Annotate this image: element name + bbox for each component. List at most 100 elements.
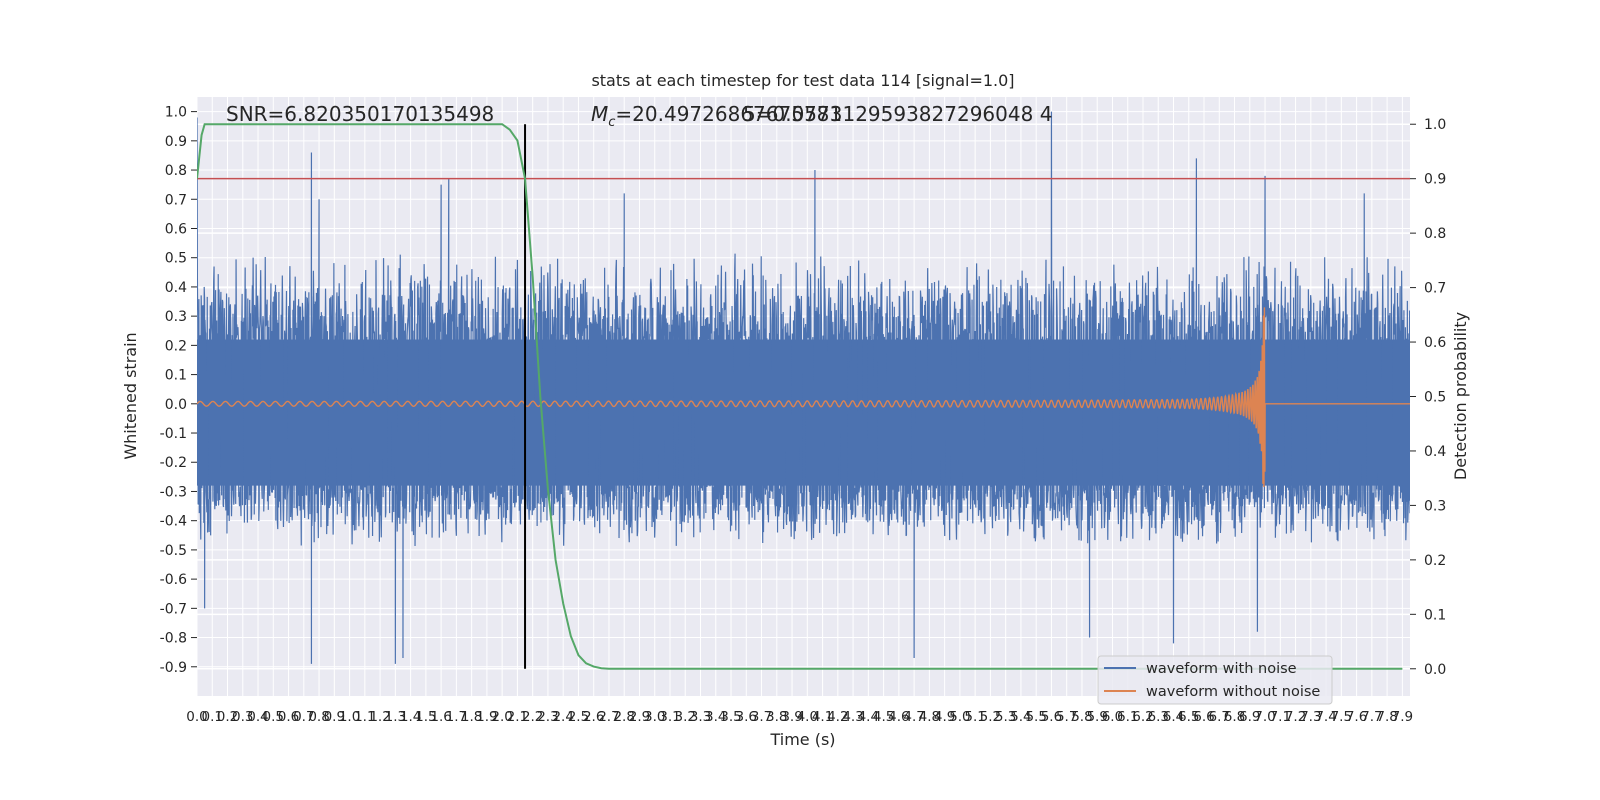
x-tick-label: 1.7 [446,709,467,725]
y-left-tick-label: 0.3 [165,309,187,325]
x-tick-label: 1.9 [476,709,497,725]
legend: waveform with noise waveform without noi… [1097,655,1333,705]
x-tick-label: 6.4 [1163,709,1184,725]
probability-line [197,123,1403,670]
y-left-tick-label: 0.9 [165,134,187,150]
x-tick-label: 3.0 [644,709,665,725]
x-tick-label: 0.5 [263,709,284,725]
x-tick-label: 3.5 [720,709,741,725]
y-left-tick-label: -0.8 [160,631,187,647]
x-tick-label: 5.7 [1056,709,1077,725]
x-tick-label: 7.6 [1346,709,1367,725]
y-right-tick-label: 0.8 [1424,226,1446,242]
y-axis-label-right: Detection probability [1451,312,1470,480]
x-tick-label: 0.1 [202,709,223,725]
x-tick-label: 4.6 [888,709,909,725]
x-tick-label: 2.7 [598,709,619,725]
chirp-mass-symbol: M [591,102,608,126]
x-tick-label: 5.8 [1071,709,1092,725]
x-tick-label: 5.9 [1086,709,1107,725]
y-right-tick-label: 0.0 [1424,662,1446,678]
y-right-tick-label: 0.4 [1424,444,1446,460]
x-tick-label: 0.6 [278,709,299,725]
x-tick-label: 5.4 [1010,709,1031,725]
series-waveform-without-noise [197,307,1410,488]
y-right-axis-ticks: 1.0 0.9 0.8 0.7 0.6 0.5 0.4 0.3 0.2 0.1 0.0 [1410,117,1446,678]
y-right-tick-label: 0.3 [1424,498,1446,514]
x-tick-label: 1.8 [461,709,482,725]
y-left-tick-label: -0.4 [160,514,187,530]
legend-label-waveform-with-noise: waveform with noise [1146,661,1297,677]
x-tick-label: 5.1 [964,709,985,725]
y-left-axis-ticks: 1.0 0.9 0.8 0.7 0.6 0.5 0.4 0.3 0.2 0.1 0.0 -0.1 -0.… [160,105,197,676]
y-left-tick-label: -0.6 [160,572,187,588]
x-tick-label: 6.6 [1193,709,1214,725]
y-left-tick-label: 0.1 [165,368,187,384]
x-tick-label: 0.9 [324,709,345,725]
x-tick-label: 5.6 [1041,709,1062,725]
x-tick-label: 6.3 [1148,709,1169,725]
x-tick-label: 5.3 [995,709,1016,725]
y-left-tick-label: -0.7 [160,601,187,617]
y-right-tick-label: 0.2 [1424,553,1446,569]
y-left-tick-label: 0.4 [165,280,187,296]
x-tick-label: 7.8 [1376,709,1397,725]
y-right-tick-label: 1.0 [1424,117,1446,133]
y-right-tick-label: 0.7 [1424,281,1446,297]
x-tick-label: 1.0 [339,709,360,725]
x-tick-label: 6.0 [1102,709,1123,725]
x-tick-label: 2.3 [537,709,558,725]
x-tick-label: 2.2 [522,709,543,725]
y-left-tick-label: -0.9 [160,660,187,676]
x-tick-label: 2.1 [507,709,528,725]
y-left-tick-label: 0.0 [165,397,187,413]
chart-title: stats at each timestep for test data 114… [591,71,1014,90]
legend-label-waveform-without-noise: waveform without noise [1146,684,1320,700]
chirp-mass-annotation: Mc=20.49726867675781 [591,102,842,130]
x-tick-label: 0.8 [308,709,329,725]
y-left-tick-label: 0.2 [165,338,187,354]
x-tick-label: 1.1 [354,709,375,725]
x-tick-label: 2.8 [613,709,634,725]
x-tick-label: 3.1 [659,709,680,725]
y-left-tick-label: 0.6 [165,221,187,237]
y-left-tick-label: -0.2 [160,455,187,471]
x-tick-label: 3.2 [675,709,696,725]
x-tick-label: 0.2 [217,709,238,725]
y-right-tick-label: 0.1 [1424,607,1446,623]
x-tick-label: 1.4 [400,709,421,725]
y-left-tick-label: -0.1 [160,426,187,442]
x-tick-label: 6.9 [1239,709,1260,725]
x-tick-label: 7.0 [1254,709,1275,725]
y-left-tick-label: -0.5 [160,543,187,559]
y-axis-label-left: Whitened strain [121,332,140,459]
x-tick-label: 6.2 [1132,709,1153,725]
y-left-tick-label: 0.8 [165,163,187,179]
y-left-tick-label: 1.0 [165,105,187,121]
x-tick-label: 7.3 [1300,709,1321,725]
x-tick-label: 1.2 [369,709,390,725]
clean-waveform-line [197,307,1410,488]
snr-annotation: SNR=6.820350170135498 [226,102,494,126]
x-tick-label: 7.1 [1270,709,1291,725]
x-tick-label: 1.5 [415,709,436,725]
x-tick-label: 3.7 [751,709,772,725]
x-tick-label: 7.7 [1361,709,1382,725]
x-tick-label: 4.4 [858,709,879,725]
overlap-annotation: 5=0.0573129593827296048 4 [743,102,1052,126]
x-tick-label: 2.5 [568,709,589,725]
chirp-mass-value: =20.49726867675781 [615,102,842,126]
x-tick-label: 1.6 [430,709,451,725]
y-right-tick-label: 0.6 [1424,335,1446,351]
x-tick-label: 1.3 [385,709,406,725]
x-tick-label: 7.9 [1392,709,1413,725]
x-tick-label: 7.2 [1285,709,1306,725]
y-right-tick-label: 0.9 [1424,172,1446,188]
x-axis-label: Time (s) [769,730,835,749]
x-tick-label: 4.1 [812,709,833,725]
x-tick-label: 0.4 [247,709,268,725]
x-tick-label: 6.5 [1178,709,1199,725]
noise-line [197,111,1410,664]
x-tick-label: 2.4 [552,709,573,725]
